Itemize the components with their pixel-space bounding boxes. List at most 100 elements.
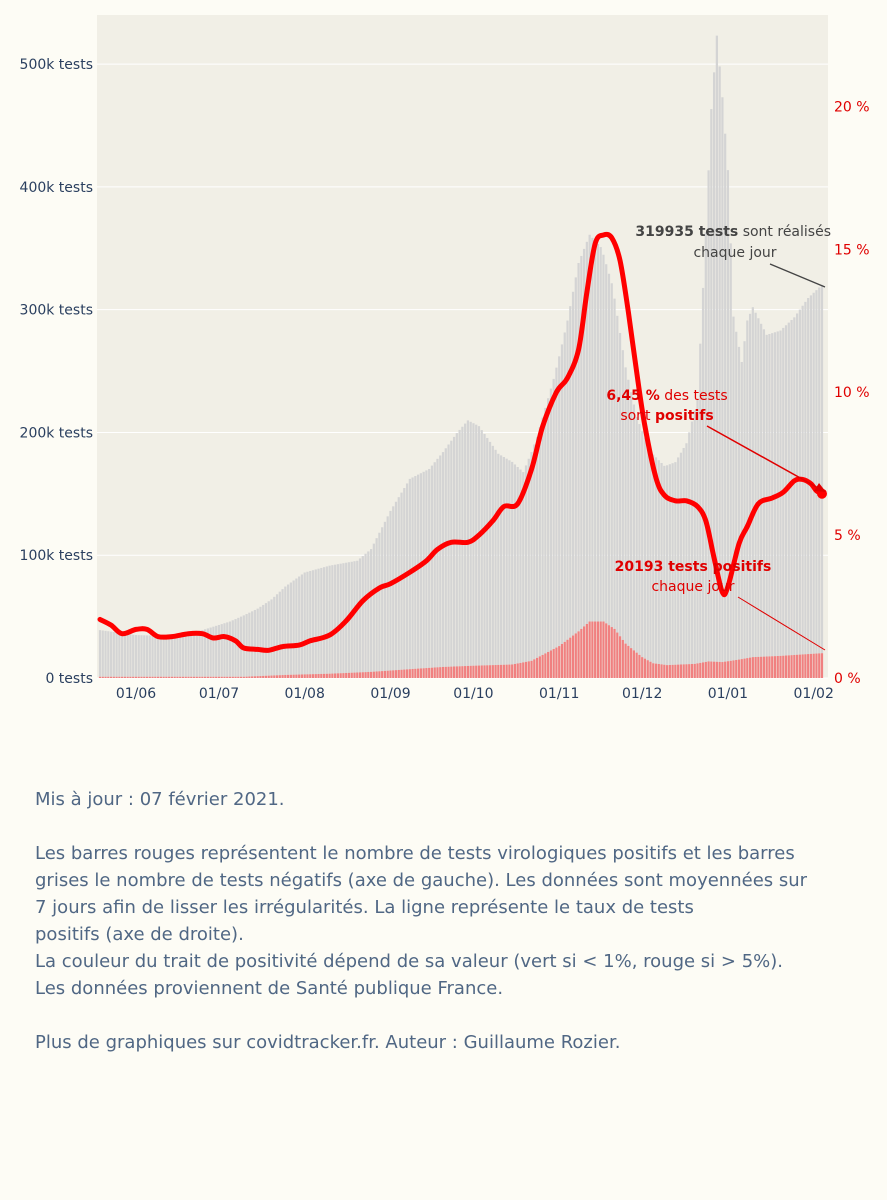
positive-tests-bar [405, 669, 409, 678]
negative-tests-bar [381, 527, 384, 672]
negative-tests-bar [226, 622, 229, 677]
negative-tests-bar [807, 298, 810, 655]
negative-tests-bar [643, 437, 647, 659]
negative-tests-bar [605, 264, 608, 624]
negative-tests-bar [115, 632, 118, 677]
positive-tests-bar [408, 669, 411, 678]
negative-tests-bar [118, 632, 121, 677]
negative-tests-bar [422, 471, 425, 669]
negative-tests-bar [558, 356, 561, 647]
negative-tests-bar [660, 463, 663, 665]
negative-tests-bar [187, 633, 190, 677]
negative-tests-bar [137, 635, 140, 677]
negative-tests-bar [392, 506, 395, 671]
positive-tests-bar [558, 646, 561, 678]
positive-tests-bar [287, 674, 290, 678]
negative-tests-bar [707, 170, 710, 662]
positive-tests-bar [665, 665, 669, 678]
negative-tests-bar [610, 283, 613, 628]
annotation-positivity-line2: sont positifs [620, 408, 713, 424]
positive-tests-bar [248, 676, 251, 678]
positive-tests-bar [320, 673, 323, 678]
positive-tests-bar [652, 663, 655, 678]
positive-tests-bar [588, 621, 591, 678]
positive-tests-bar [328, 673, 331, 678]
negative-tests-bar [624, 367, 627, 644]
negative-tests-bar [292, 580, 295, 675]
negative-tests-bar [494, 449, 497, 666]
negative-tests-bar [818, 287, 821, 654]
negative-tests-bar [314, 569, 317, 675]
positive-tests-bar [350, 672, 353, 678]
positive-tests-bar [660, 664, 663, 678]
negative-tests-bar [358, 558, 362, 673]
negative-tests-bar [748, 313, 752, 658]
negative-tests-bar [259, 606, 262, 677]
negative-tests-bar [375, 538, 378, 672]
negative-tests-bar [148, 635, 151, 677]
negative-tests-bar [217, 624, 221, 677]
positive-tests-bar [98, 676, 102, 678]
annotation-total-tests-bold: 319935 tests [635, 224, 738, 240]
positive-tests-bar [242, 676, 245, 678]
negative-tests-bar [192, 631, 196, 677]
y-right-tick-label: 10 % [834, 385, 870, 401]
negative-tests-bar [215, 625, 218, 677]
negative-tests-bar [638, 424, 641, 655]
positive-tests-bar [397, 669, 400, 678]
negative-tests-bar [104, 630, 107, 677]
positive-tests-bar [768, 656, 771, 678]
negative-tests-bar [458, 429, 461, 667]
negative-tests-bar [198, 630, 201, 677]
positive-tests-bar [544, 653, 547, 678]
positive-tests-bar [735, 659, 738, 678]
annotation-positive-tests-line2: chaque jour [651, 579, 734, 595]
positive-tests-bar [765, 656, 768, 678]
positive-tests-bar [201, 676, 204, 678]
positive-tests-bar [790, 655, 793, 678]
positive-tests-bar [101, 676, 104, 678]
positive-tests-bar [375, 671, 378, 678]
positive-tests-bar [505, 664, 508, 678]
positive-tests-bar [262, 675, 265, 678]
positive-tests-bar [452, 666, 456, 678]
negative-tests-bar [143, 635, 146, 677]
positive-tests-bar [724, 661, 727, 678]
x-tick-label: 01/06 [116, 686, 156, 702]
negative-tests-bar [245, 614, 248, 677]
positive-tests-bar [461, 666, 464, 678]
positive-tests-bar [215, 676, 218, 678]
negative-tests-bar [320, 567, 323, 674]
negative-tests-bar [433, 462, 436, 668]
negative-tests-bar [372, 543, 375, 672]
x-tick-label: 01/01 [708, 686, 748, 702]
positivity-chart: 0 tests 100k tests 200k tests 300k tests 400… [20, 15, 870, 702]
negative-tests-bar [693, 410, 696, 664]
negative-tests-bar [151, 635, 154, 677]
negative-tests-bar [497, 453, 500, 665]
negative-tests-bar [726, 170, 730, 662]
negative-tests-bar [511, 461, 514, 665]
annotation-positivity-arrow [706, 425, 821, 490]
negative-tests-bar [599, 247, 602, 622]
positive-tests-bar [256, 676, 259, 678]
y-left-tick-label: 200k tests [20, 425, 93, 441]
positive-tests-bar [511, 664, 514, 678]
negative-tests-bar [311, 570, 315, 675]
positive-tests-bar [372, 671, 375, 678]
positive-tests-bar [162, 676, 165, 678]
negative-tests-bar [98, 630, 102, 677]
positive-tests-bar [403, 669, 406, 678]
negative-tests-bar [237, 617, 240, 677]
negative-tests-bar [132, 634, 135, 677]
positive-tests-bar [646, 660, 649, 678]
negative-tests-bar [428, 468, 431, 668]
positive-tests-bar [212, 676, 215, 678]
positive-tests-bar [627, 645, 630, 678]
positive-tests-bar [121, 676, 124, 678]
negative-tests-bar [591, 237, 594, 622]
positive-tests-bar [140, 676, 143, 678]
positive-tests-bar [165, 676, 168, 678]
negative-tests-bar [190, 632, 193, 677]
negative-tests-bar [665, 465, 669, 666]
